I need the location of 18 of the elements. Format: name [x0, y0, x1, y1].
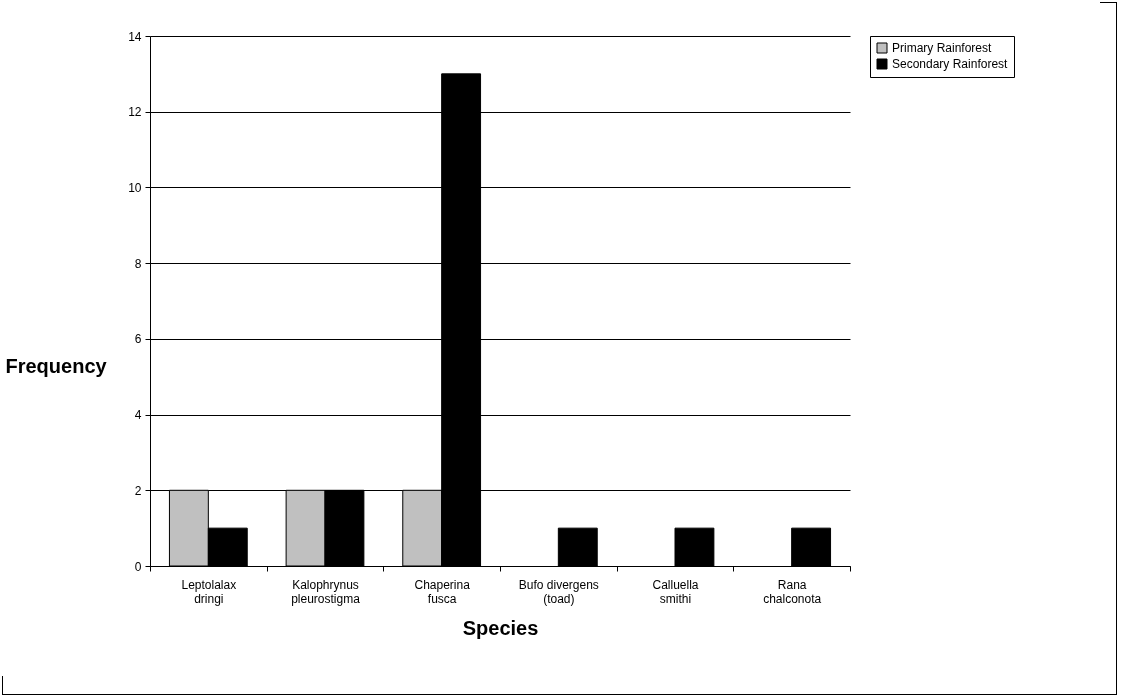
- x-axis-title: Species: [462, 616, 539, 639]
- y-tick-label: 14: [128, 29, 142, 44]
- y-tick-label: 6: [134, 332, 142, 347]
- y-tick-label: 10: [128, 180, 142, 195]
- legend-label: Primary Rainforest: [892, 41, 993, 55]
- x-tick-label: Kalophrynus pleurostigma: [291, 577, 361, 606]
- y-tick-label: 0: [134, 559, 142, 574]
- y-axis-title: Frequency: [5, 354, 108, 377]
- x-tick-label: Rana chalconota: [763, 577, 822, 606]
- x-tick-label: Bufo divergens (toad): [518, 577, 599, 606]
- y-tick-label: 12: [128, 105, 142, 120]
- y-tick-label: 4: [134, 408, 142, 423]
- x-tick-label: Calluella smithi: [652, 577, 699, 606]
- x-tick-label: Leptolalax dringi: [181, 577, 237, 606]
- y-tick-label: 8: [134, 256, 142, 271]
- y-tick-label: 2: [134, 483, 142, 498]
- x-tick-label: Chaperina fusca: [414, 577, 471, 606]
- legend-label: Secondary Rainforest: [892, 57, 1009, 71]
